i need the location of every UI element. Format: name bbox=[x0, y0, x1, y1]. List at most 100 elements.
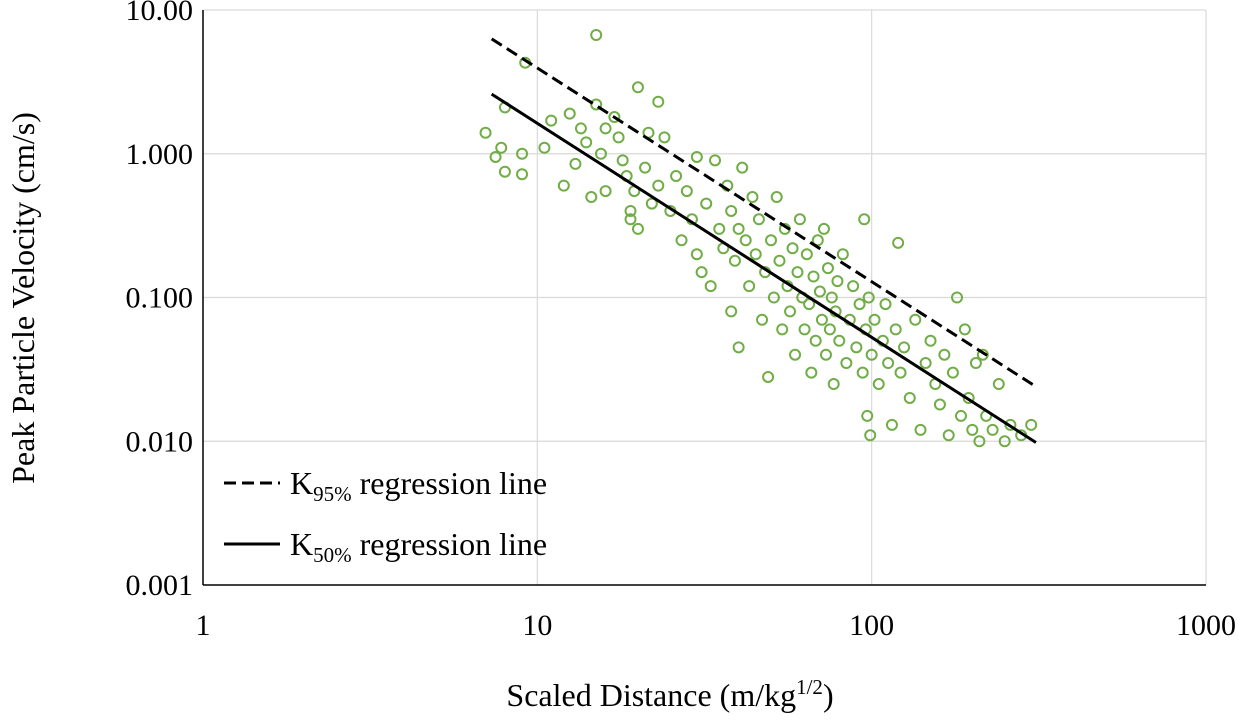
data-point bbox=[969, 357, 982, 370]
data-point bbox=[675, 234, 688, 247]
data-point bbox=[645, 197, 658, 210]
data-point bbox=[516, 168, 529, 181]
data-point bbox=[903, 391, 916, 404]
data-point bbox=[569, 157, 582, 170]
data-point bbox=[599, 185, 612, 198]
k95-regression-line bbox=[490, 37, 1037, 388]
data-point bbox=[770, 191, 783, 204]
data-point bbox=[858, 213, 871, 226]
data-point bbox=[827, 378, 840, 391]
data-point bbox=[815, 313, 828, 326]
data-point bbox=[608, 111, 621, 124]
data-point bbox=[914, 423, 927, 436]
data-point bbox=[739, 234, 752, 247]
legend-k50-sub: 50% bbox=[313, 543, 352, 567]
data-point bbox=[976, 348, 989, 361]
data-point bbox=[498, 165, 511, 178]
data-point bbox=[831, 275, 844, 288]
x-axis-title-text: Scaled Distance (m/kg bbox=[506, 677, 796, 713]
data-point bbox=[670, 170, 683, 183]
x-tick-label: 1 bbox=[196, 609, 211, 642]
grid bbox=[203, 9, 1207, 585]
y-tick-label: 1.000 bbox=[126, 138, 194, 171]
legend-k95-prefix: K bbox=[290, 465, 313, 501]
data-point bbox=[599, 122, 612, 135]
data-point bbox=[919, 357, 932, 370]
data-point bbox=[853, 298, 866, 311]
data-point bbox=[489, 150, 502, 163]
data-point bbox=[791, 266, 804, 279]
y-axis-title: Peak Particle Velocity (cm/s) bbox=[5, 112, 41, 484]
data-point bbox=[958, 323, 971, 336]
x-axis-title-close: ) bbox=[823, 677, 834, 713]
data-point bbox=[800, 248, 813, 261]
data-point bbox=[765, 234, 778, 247]
data-point bbox=[966, 423, 979, 436]
data-point bbox=[495, 141, 508, 154]
data-point bbox=[563, 107, 576, 120]
data-point bbox=[986, 423, 999, 436]
data-point bbox=[879, 298, 892, 311]
data-point bbox=[762, 370, 775, 383]
data-point bbox=[652, 179, 665, 192]
data-point bbox=[789, 348, 802, 361]
x-tick-label: 10 bbox=[522, 609, 552, 642]
data-point bbox=[767, 291, 780, 304]
data-point bbox=[861, 409, 874, 422]
data-point bbox=[756, 313, 769, 326]
x-tick-label: 100 bbox=[849, 609, 894, 642]
data-point bbox=[882, 357, 895, 370]
data-point bbox=[909, 313, 922, 326]
data-point bbox=[752, 213, 765, 226]
data-point bbox=[868, 313, 881, 326]
data-point bbox=[862, 291, 875, 304]
data-point bbox=[864, 429, 877, 442]
legend: K95% regression line K50% regression lin… bbox=[224, 465, 547, 567]
data-point bbox=[631, 81, 644, 94]
data-point bbox=[850, 341, 863, 354]
data-point bbox=[658, 131, 671, 144]
data-point bbox=[732, 341, 745, 354]
data-point bbox=[580, 136, 593, 149]
data-point bbox=[798, 323, 811, 336]
data-point bbox=[865, 348, 878, 361]
legend-label-k50: K50% regression line bbox=[290, 526, 547, 567]
data-point bbox=[889, 323, 902, 336]
data-point bbox=[954, 409, 967, 422]
data-point bbox=[872, 378, 885, 391]
data-point bbox=[590, 29, 603, 42]
data-point bbox=[590, 98, 603, 111]
data-point bbox=[840, 357, 853, 370]
scatter-points bbox=[479, 29, 1038, 448]
legend-k50-suffix: regression line bbox=[352, 526, 548, 562]
x-tick-label: 1000 bbox=[1176, 609, 1236, 642]
data-point bbox=[516, 147, 529, 160]
data-point bbox=[690, 150, 703, 163]
data-point bbox=[538, 141, 551, 154]
data-point bbox=[690, 248, 703, 261]
data-point bbox=[793, 213, 806, 226]
data-point bbox=[624, 213, 637, 226]
data-point bbox=[885, 418, 898, 431]
y-tick-label: 0.100 bbox=[126, 282, 194, 315]
data-point bbox=[992, 378, 1005, 391]
data-point bbox=[836, 248, 849, 261]
data-point bbox=[951, 291, 964, 304]
data-point bbox=[894, 366, 907, 379]
legend-k50-prefix: K bbox=[290, 526, 313, 562]
data-point bbox=[998, 435, 1011, 448]
k50-regression-line bbox=[490, 92, 1037, 444]
data-point bbox=[557, 179, 570, 192]
data-point bbox=[823, 323, 836, 336]
data-point bbox=[749, 248, 762, 261]
data-point bbox=[631, 222, 644, 235]
data-point bbox=[811, 234, 824, 247]
data-point bbox=[704, 280, 717, 293]
axes bbox=[202, 10, 1206, 586]
data-point bbox=[725, 204, 738, 217]
data-point bbox=[709, 154, 722, 167]
data-point bbox=[819, 348, 832, 361]
x-axis-title: Scaled Distance (m/kg1/2) bbox=[506, 675, 833, 713]
data-point bbox=[616, 154, 629, 167]
